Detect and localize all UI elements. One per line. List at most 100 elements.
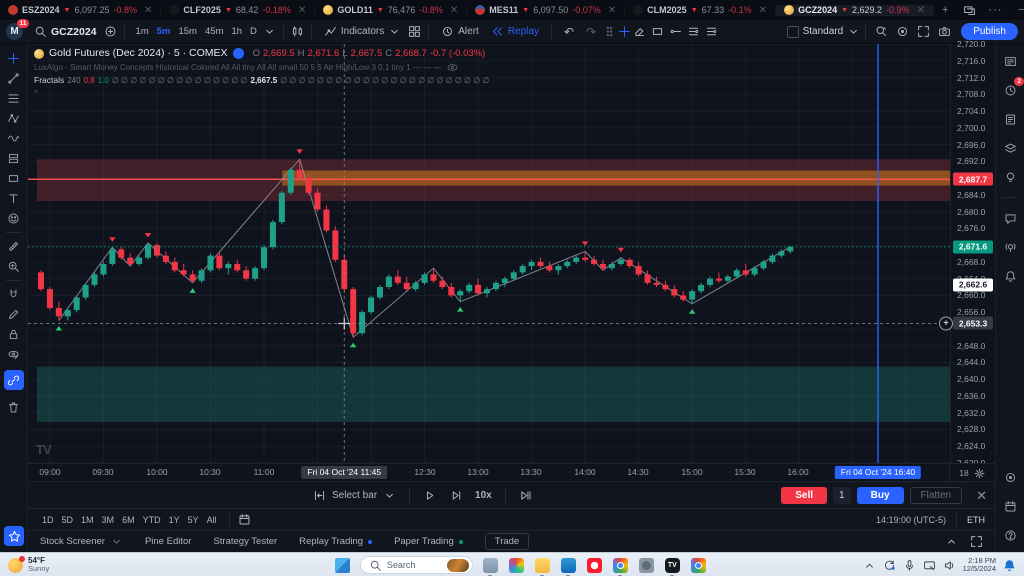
app-settings-icon[interactable] [638, 557, 654, 573]
candle-body[interactable] [385, 276, 392, 288]
clock-icon[interactable]: 2 [1001, 77, 1024, 99]
candle-body[interactable] [492, 282, 499, 290]
microphone-icon[interactable] [903, 559, 916, 572]
favorite-pattern2-icon[interactable] [705, 25, 718, 38]
tab-stock-screener[interactable]: Stock Screener [40, 535, 123, 548]
flatten-button[interactable]: Flatten [909, 487, 963, 504]
range-6m[interactable]: 6M [122, 514, 135, 525]
ask-price-label[interactable]: 2,662.6 [953, 278, 993, 291]
tool-trend[interactable] [3, 70, 25, 87]
favorite-pattern-icon[interactable] [687, 25, 700, 38]
candle-body[interactable] [626, 259, 633, 267]
tool-emoji[interactable] [3, 210, 25, 227]
symbol-search[interactable]: GCZ2024 [29, 23, 102, 40]
candle-body[interactable] [55, 307, 62, 317]
timeframe-1m[interactable]: 1m [135, 26, 149, 37]
timeframe-5m[interactable]: 5m [156, 26, 171, 37]
candle-body[interactable] [475, 284, 482, 294]
candle-body[interactable] [751, 268, 758, 275]
timeframe-chevron-icon[interactable] [263, 25, 276, 38]
candle-body[interactable] [466, 284, 473, 292]
range-3m[interactable]: 3M [101, 514, 115, 525]
candle-body[interactable] [582, 257, 589, 260]
candle-body[interactable] [73, 297, 80, 311]
tab-paper-trading[interactable]: Paper Trading [394, 536, 463, 547]
last-price-label[interactable]: 2,671.6 [953, 240, 993, 254]
publish-button[interactable]: Publish [961, 23, 1018, 40]
tab-replay-trading[interactable]: Replay Trading [299, 536, 373, 547]
clock-time[interactable]: 14:19:00 (UTC-5) [875, 514, 946, 525]
favorite-eraser-icon[interactable] [633, 25, 646, 38]
timeframe-1h[interactable]: 1h [231, 26, 243, 37]
indicators-button[interactable]: Indicators [319, 23, 406, 40]
buy-button[interactable]: Buy [856, 487, 904, 504]
price-axis[interactable]: 2,720.0 2,716.0 2,712.0 2,708.0 2,704.0 2,700… [939, 39, 996, 468]
candle-body[interactable] [82, 284, 89, 298]
candle-body[interactable] [421, 274, 428, 283]
candle-body[interactable] [662, 284, 669, 290]
symbol-tab-clm2025[interactable]: CLM2025 ▼ 67.33 -0.1% ✕ [625, 4, 777, 16]
sync-icon[interactable] [883, 559, 896, 572]
candle-body[interactable] [680, 295, 687, 300]
tab-close-icon[interactable]: ✕ [758, 4, 768, 16]
app-outlook-icon[interactable] [560, 557, 576, 576]
play-button[interactable] [423, 489, 436, 502]
candle-body[interactable] [109, 249, 116, 264]
target-icon[interactable] [1001, 468, 1019, 486]
candle-body[interactable] [742, 270, 749, 275]
help-icon[interactable] [1001, 526, 1019, 544]
alert-button[interactable]: Alert [436, 23, 484, 40]
overflow-menu-icon[interactable]: ··· [988, 4, 1003, 16]
tool-text-T[interactable] [3, 190, 25, 207]
tab-pine-editor[interactable]: Pine Editor [145, 536, 191, 547]
layout-name[interactable]: Standard [802, 26, 844, 37]
candle-body[interactable] [100, 263, 107, 275]
candle-body[interactable] [64, 310, 71, 317]
candle-body[interactable] [555, 266, 562, 271]
candle-body[interactable] [305, 178, 312, 193]
candle-body[interactable] [671, 289, 678, 296]
select-bar-button[interactable]: Select bar [313, 489, 396, 502]
favorite-crosshair-icon[interactable] [618, 25, 631, 38]
candle-body[interactable] [778, 251, 785, 256]
candle-body[interactable] [287, 169, 294, 193]
compare-add-icon[interactable] [104, 25, 117, 38]
candle-body[interactable] [216, 255, 223, 269]
candle-body[interactable] [296, 169, 303, 179]
candle-body[interactable] [376, 287, 383, 298]
close-trade-panel-icon[interactable]: ✕ [976, 487, 987, 503]
candle-body[interactable] [439, 280, 446, 288]
candle-body[interactable] [591, 259, 598, 264]
symbol-tab-esz2024[interactable]: ESZ2024 ▼ 6,097.25 -0.8% ✕ [0, 4, 162, 16]
layout-checkbox[interactable] [786, 25, 799, 38]
candle-body[interactable] [368, 297, 375, 313]
stream-icon[interactable] [1001, 238, 1019, 256]
panel-maximize-icon[interactable] [970, 535, 983, 548]
crosshair-price-label[interactable]: 2,653.3 + [939, 316, 993, 331]
tab-close-icon[interactable]: ✕ [916, 4, 925, 16]
symbol-tab-clf2025[interactable]: CLF2025 ▼ 68.42 -0.18% ✕ [161, 4, 316, 16]
tab-close-icon[interactable]: ✕ [297, 4, 307, 16]
candle-body[interactable] [269, 222, 276, 248]
candle-body[interactable] [323, 209, 330, 231]
candle-body[interactable] [564, 261, 571, 267]
range-1d[interactable]: 1D [42, 514, 54, 525]
candle-body[interactable] [118, 249, 125, 258]
news-icon[interactable] [1001, 110, 1019, 128]
notifications-bell-icon[interactable] [1003, 559, 1016, 572]
candle-body[interactable] [252, 268, 259, 279]
supply-price-label[interactable]: 2,687.7 [953, 172, 993, 186]
candle-body[interactable] [207, 255, 214, 271]
candle-body[interactable] [519, 266, 526, 273]
candle-body[interactable] [537, 261, 544, 267]
app-chrome2-icon[interactable] [690, 557, 706, 573]
weather-widget[interactable]: 54°F Sunny [0, 555, 178, 573]
tab-close-icon[interactable]: ✕ [144, 4, 153, 16]
windows-start-button[interactable] [334, 557, 350, 573]
candle-body[interactable] [707, 278, 713, 285]
cast-screen-icon[interactable] [923, 559, 936, 572]
redo-button[interactable]: ↷ [586, 24, 597, 39]
app-opera-icon[interactable] [586, 557, 602, 573]
candle-body[interactable] [528, 261, 535, 267]
tab-strategy-tester[interactable]: Strategy Tester [213, 536, 277, 547]
